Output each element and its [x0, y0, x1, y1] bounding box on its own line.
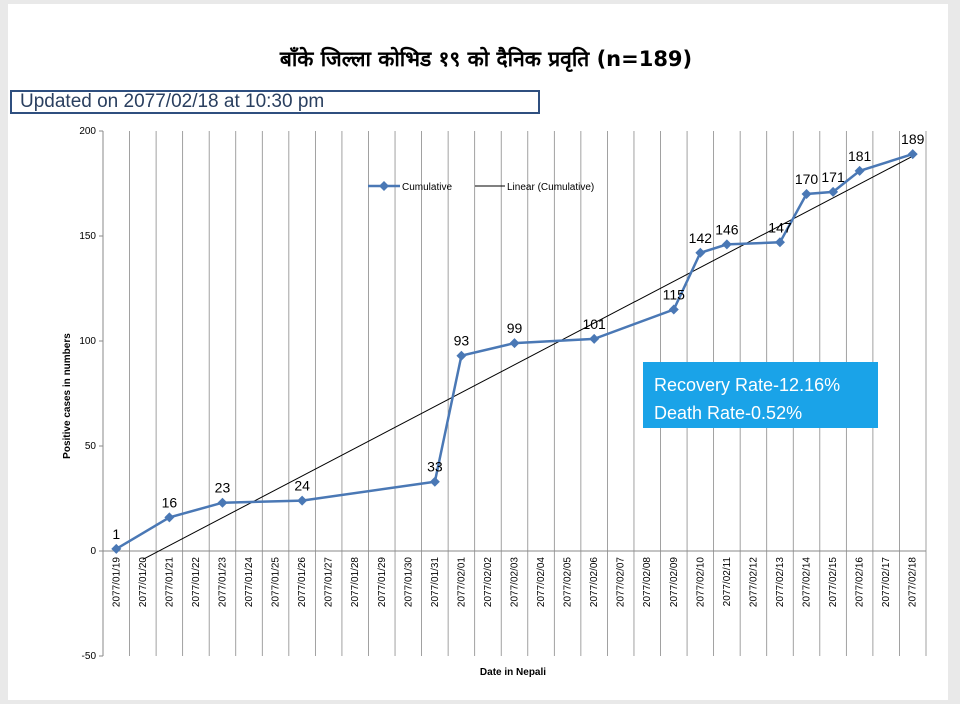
x-tick-label: 2077/01/20 [138, 557, 149, 607]
x-tick-label: 2077/01/22 [191, 557, 202, 607]
series-line-cumulative [115, 152, 914, 550]
x-tick-label: 2077/02/10 [695, 557, 706, 607]
recovery-rate: Recovery Rate-12.16% [654, 375, 841, 395]
x-tick-label: 2077/02/08 [642, 557, 653, 607]
data-label: 101 [582, 316, 606, 332]
data-point [668, 304, 679, 315]
x-tick-label: 2077/02/13 [775, 557, 786, 607]
legend-label-trend: Linear (Cumulative) [507, 182, 594, 193]
x-tick-label: 2077/02/17 [881, 557, 892, 607]
data-point [907, 149, 918, 160]
chart-svg: बाँके जिल्ला कोभिड १९ को दैनिक प्रवृति (… [62, 46, 927, 678]
updated-timestamp: Updated on 2077/02/18 at 10:30 pm [10, 90, 540, 114]
trendline [142, 155, 913, 560]
x-tick-label: 2077/02/02 [483, 557, 494, 607]
y-tick-label: 150 [79, 231, 96, 242]
y-tick-label: 0 [90, 546, 96, 557]
x-tick-label: 2077/02/04 [536, 557, 547, 607]
slide: बाँके जिल्ला कोभिड १९ को दैनिक प्रवृति (… [8, 4, 948, 700]
x-tick-label: 2077/02/09 [669, 557, 680, 607]
x-tick-label: 2077/01/19 [111, 557, 122, 607]
data-label: 23 [215, 480, 231, 496]
data-point [801, 189, 812, 199]
data-point [429, 476, 440, 487]
data-label: 1 [112, 526, 120, 542]
data-label: 99 [507, 320, 523, 336]
data-point [456, 350, 467, 361]
data-point [774, 237, 785, 248]
data-point [695, 247, 706, 258]
x-tick-label: 2077/01/26 [297, 557, 308, 607]
x-axis-title: Date in Nepali [480, 667, 546, 678]
x-tick-label: 2077/01/31 [430, 557, 441, 607]
y-axis-title: Positive cases in numbers [62, 333, 73, 459]
x-tick-label: 2077/02/03 [510, 557, 521, 607]
data-point [721, 239, 732, 250]
data-point [509, 338, 520, 349]
x-tick-label: 2077/02/07 [616, 557, 627, 607]
x-tick-label: 2077/02/11 [722, 557, 733, 607]
data-point [828, 186, 839, 197]
data-point [164, 512, 175, 523]
x-tick-label: 2077/02/05 [563, 557, 574, 607]
x-tick-label: 2077/01/30 [403, 557, 414, 607]
x-tick-label: 2077/02/01 [456, 557, 467, 607]
data-label: 181 [848, 148, 872, 164]
data-label: 170 [795, 171, 819, 187]
x-tick-label: 2077/02/15 [828, 557, 839, 607]
x-tick-label: 2077/02/06 [589, 557, 600, 607]
data-point [111, 543, 122, 554]
data-point [854, 165, 865, 176]
legend-label-cumulative: Cumulative [402, 182, 452, 193]
data-label: 142 [689, 230, 713, 246]
x-tick-label: 2077/01/25 [271, 557, 282, 607]
x-tick-label: 2077/02/16 [855, 557, 866, 607]
data-point [589, 333, 600, 344]
data-point [217, 497, 228, 508]
y-tick-label: 200 [79, 126, 96, 137]
data-point [297, 495, 308, 506]
y-tick-label: 100 [79, 336, 96, 347]
x-tick-label: 2077/01/21 [164, 557, 175, 607]
data-label: 147 [768, 219, 792, 235]
chart-title: बाँके जिल्ला कोभिड १९ को दैनिक प्रवृति (… [279, 46, 692, 73]
x-tick-label: 2077/01/23 [217, 557, 228, 607]
x-tick-label: 2077/02/12 [748, 557, 759, 607]
x-tick-label: 2077/02/18 [908, 557, 919, 607]
x-tick-label: 2077/01/29 [377, 557, 388, 607]
data-label: 33 [427, 459, 443, 475]
data-label: 16 [162, 494, 178, 510]
data-label: 189 [901, 131, 925, 147]
rate-box: Recovery Rate-12.16% Death Rate-0.52% [643, 362, 878, 428]
x-tick-label: 2077/01/27 [324, 557, 335, 607]
data-label: 115 [663, 287, 686, 303]
y-tick-label: 50 [85, 441, 97, 452]
legend: Cumulative Linear (Cumulative) [368, 181, 594, 193]
x-tick-label: 2077/01/24 [244, 557, 255, 607]
data-label: 24 [294, 478, 310, 494]
data-label: 93 [454, 333, 470, 349]
legend-marker-cumulative [379, 181, 389, 191]
data-label: 146 [715, 221, 739, 237]
x-tick-label: 2077/02/14 [802, 557, 813, 607]
data-label: 171 [821, 169, 845, 185]
x-tick-label: 2077/01/28 [350, 557, 361, 607]
death-rate: Death Rate-0.52% [654, 403, 803, 423]
y-tick-label: -50 [82, 651, 97, 662]
